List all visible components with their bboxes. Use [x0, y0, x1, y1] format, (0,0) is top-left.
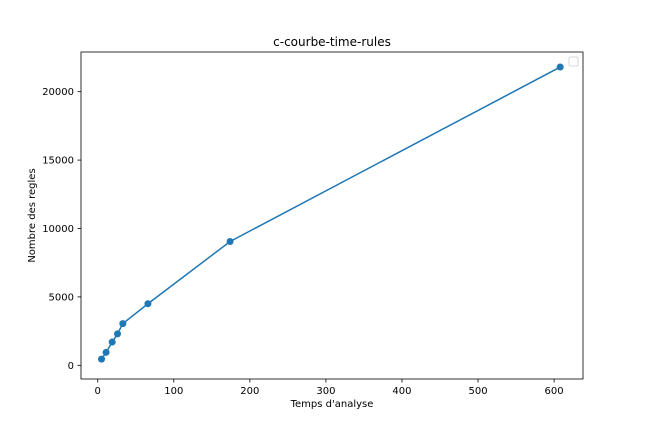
x-tick-label: 500 — [468, 386, 487, 397]
y-tick-label: 0 — [68, 361, 74, 372]
data-point — [108, 338, 116, 346]
y-tick-label: 15000 — [42, 156, 74, 167]
data-point — [114, 330, 122, 338]
data-point — [226, 237, 234, 245]
plot-area — [81, 52, 583, 379]
plot-frame — [80, 51, 584, 380]
y-axis-label: Nombre des regles — [27, 168, 38, 262]
data-point — [98, 355, 106, 363]
y-tick-label: 10000 — [42, 224, 74, 235]
y-tick-label: 5000 — [49, 292, 74, 303]
x-tick-label: 0 — [95, 386, 101, 397]
data-point — [556, 63, 564, 71]
x-tick-label: 600 — [545, 386, 564, 397]
x-tick-label: 100 — [164, 386, 183, 397]
y-tick-label: 20000 — [42, 87, 74, 98]
x-tick-label: 300 — [316, 386, 335, 397]
chart-title: c-courbe-time-rules — [273, 35, 391, 49]
data-point — [102, 348, 110, 356]
x-axis: 0 100 200 300 400 500 600 — [95, 379, 564, 397]
x-tick-label: 200 — [240, 386, 259, 397]
x-axis-label: Temps d'analyse — [290, 399, 374, 410]
data-point — [119, 320, 127, 328]
legend-box — [568, 56, 579, 67]
chart-marks — [98, 63, 564, 363]
x-tick-label: 400 — [392, 386, 411, 397]
y-axis: 0 5000 10000 15000 20000 — [42, 87, 81, 372]
data-point — [144, 300, 152, 308]
